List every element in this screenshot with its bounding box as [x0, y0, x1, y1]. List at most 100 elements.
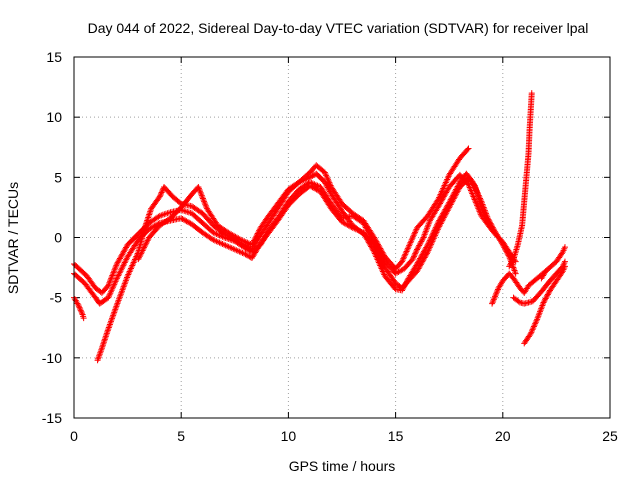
data-point [410, 254, 417, 261]
data-point [138, 250, 145, 257]
series-track-8 [506, 90, 535, 270]
data-point [402, 249, 409, 256]
data-point [532, 320, 539, 327]
data-point [115, 272, 122, 279]
data-point [121, 259, 128, 266]
data-point [410, 232, 417, 239]
data-point [203, 204, 210, 211]
data-point [503, 245, 510, 252]
data-point [414, 246, 421, 253]
data-point [476, 193, 483, 200]
data-point [326, 187, 333, 194]
data-point [416, 241, 423, 248]
data-point [110, 269, 117, 276]
data-point [255, 229, 262, 236]
data-point [107, 278, 114, 285]
x-tick-labels: 0 5 10 15 20 25 [70, 428, 618, 444]
data-point [413, 247, 420, 254]
data-point [472, 185, 479, 192]
data-point [113, 262, 120, 269]
data-point [199, 194, 206, 201]
data-point [195, 183, 202, 190]
data-point [464, 146, 471, 153]
data-point [112, 278, 119, 285]
data-point [412, 229, 419, 236]
data-point [475, 205, 482, 212]
data-point [417, 239, 424, 246]
data-point [561, 263, 568, 270]
x-tick-label: 25 [602, 428, 618, 444]
data-point [426, 238, 433, 245]
data-point [416, 242, 423, 249]
data-point [468, 189, 475, 196]
data-point [113, 275, 120, 282]
series-track-7 [521, 263, 568, 347]
data-point [404, 245, 411, 252]
data-point [428, 233, 435, 240]
data-point [469, 190, 476, 197]
data-point [489, 299, 496, 306]
y-tick-label: 10 [46, 109, 62, 125]
data-point [108, 273, 115, 280]
data-point [107, 290, 114, 297]
data-point [409, 256, 416, 263]
x-tick-label: 5 [177, 428, 185, 444]
data-point [137, 251, 144, 258]
data-point [474, 202, 481, 209]
data-point [530, 324, 537, 331]
data-point [493, 290, 500, 297]
data-point [469, 191, 476, 198]
data-point [419, 237, 426, 244]
data-point [467, 186, 474, 193]
data-point [325, 176, 332, 183]
data-point [324, 184, 331, 191]
data-point [199, 195, 206, 202]
data-point [409, 235, 416, 242]
data-point [430, 228, 437, 235]
series-track-2 [71, 170, 519, 307]
data-point [139, 247, 146, 254]
data-point [530, 323, 537, 330]
data-point [323, 173, 330, 180]
data-point [118, 265, 125, 272]
data-point [78, 310, 85, 317]
data-point [323, 181, 330, 188]
data-point [111, 281, 118, 288]
data-point [77, 306, 84, 313]
data-point [122, 258, 129, 265]
data-point [111, 268, 118, 275]
data-point [136, 254, 143, 261]
data-point [306, 174, 313, 181]
data-point [108, 275, 115, 282]
data-point [135, 256, 142, 263]
data-point [471, 182, 478, 189]
data-point [400, 284, 407, 291]
data-point [432, 224, 439, 231]
data-point [412, 227, 419, 234]
y-tick-label: 0 [54, 230, 62, 246]
data-point [236, 236, 243, 243]
data-point [197, 189, 204, 196]
data-point [471, 183, 478, 190]
data-point [200, 196, 207, 203]
data-point [531, 322, 538, 329]
data-point [407, 239, 414, 246]
data-point [543, 294, 550, 301]
data-point [403, 279, 410, 286]
data-point [140, 246, 147, 253]
data-point [198, 191, 205, 198]
data-point [399, 286, 406, 293]
x-axis-label: GPS time / hours [289, 458, 396, 474]
data-point [545, 290, 552, 297]
data-point [326, 188, 333, 195]
data-point [78, 308, 85, 315]
data-point [404, 247, 411, 254]
grid-layer [74, 57, 610, 418]
data-point [533, 317, 540, 324]
data-point [404, 278, 411, 285]
data-point [321, 169, 328, 176]
data-point [425, 240, 432, 247]
data-point [157, 190, 164, 197]
data-point [509, 257, 516, 264]
